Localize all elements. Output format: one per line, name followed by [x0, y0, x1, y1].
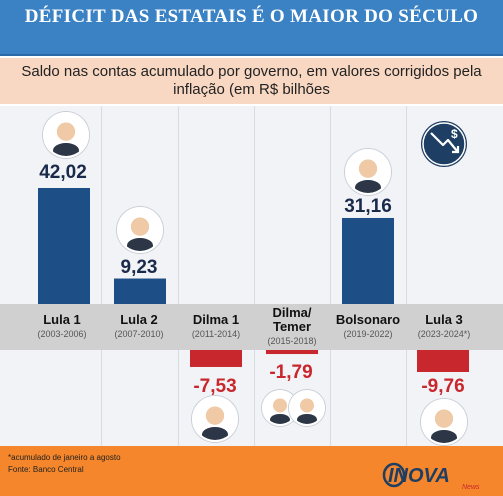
portrait-lula: [421, 399, 467, 445]
chart-subtitle: Saldo nas contas acumulado por governo, …: [21, 63, 482, 98]
footnote: *acumulado de janeiro a agosto: [8, 453, 121, 462]
portrait-bolsonaro: [345, 149, 391, 195]
portrait-lula: [117, 207, 163, 253]
portrait-lula: [43, 112, 89, 158]
value-label-dilma-1: -7,53: [193, 376, 237, 397]
category-name: Dilma/ Temer: [272, 305, 312, 334]
bar-5: [417, 350, 469, 372]
category-name: Bolsonaro: [335, 312, 401, 327]
category-name: Lula 1: [43, 312, 81, 327]
category-period: (2023-2024*): [417, 329, 471, 339]
value-label-lula-3: -9,76: [421, 376, 465, 397]
value-label-lula-1: 42,02: [39, 162, 87, 183]
svg-text:INOVA: INOVA: [388, 465, 450, 487]
category-label-lula-1: Lula 1 (2003-2006): [27, 313, 97, 340]
chart-title: DÉFICIT DAS ESTATAIS É O MAIOR DO SÉCULO: [24, 6, 479, 27]
column-divider: [101, 106, 102, 446]
category-name: Lula 3: [425, 312, 463, 327]
category-label-lula-3: Lula 3 (2023-2024*): [409, 313, 479, 340]
money-down-trend-icon: $: [421, 121, 467, 167]
portrait-temer: [289, 390, 325, 426]
category-band: [0, 304, 503, 350]
bar-0: [38, 188, 90, 304]
bar-1: [114, 278, 166, 304]
category-period: (2003-2006): [37, 329, 87, 339]
category-period: (2011-2014): [191, 329, 241, 339]
subtitle-bar: Saldo nas contas acumulado por governo, …: [0, 58, 503, 104]
column-divider: [178, 106, 179, 446]
svg-text:News: News: [462, 484, 480, 490]
bar-3: [266, 350, 318, 355]
category-name: Lula 2: [120, 312, 158, 327]
category-period: (2015-2018): [267, 336, 317, 346]
column-divider: [254, 106, 255, 446]
title-bar: DÉFICIT DAS ESTATAIS É O MAIOR DO SÉCULO: [0, 0, 503, 56]
value-label-bolsonaro: 31,16: [344, 196, 392, 217]
inova-news-logo: INOVA News: [382, 462, 480, 490]
column-divider: [406, 106, 407, 446]
category-label-lula-2: Lula 2 (2007-2010): [104, 313, 174, 340]
category-period: (2007-2010): [114, 329, 164, 339]
bar-4: [342, 217, 394, 304]
category-period: (2019-2022): [343, 329, 393, 339]
category-label-dilma-temer: Dilma/ Temer (2015-2018): [257, 306, 327, 347]
value-label-dilma-temer: -1,79: [269, 362, 313, 383]
category-label-bolsonaro: Bolsonaro (2019-2022): [333, 313, 403, 340]
svg-text:$: $: [451, 127, 458, 141]
column-divider: [330, 106, 331, 446]
source-note: Fonte: Banco Central: [8, 465, 84, 474]
category-label-dilma-1: Dilma 1 (2011-2014): [181, 313, 251, 340]
footer-bar: [0, 446, 503, 496]
category-name: Dilma 1: [192, 312, 240, 327]
portrait-dilma: [192, 396, 238, 442]
value-label-lula-2: 9,23: [120, 257, 158, 278]
bar-2: [190, 350, 242, 367]
